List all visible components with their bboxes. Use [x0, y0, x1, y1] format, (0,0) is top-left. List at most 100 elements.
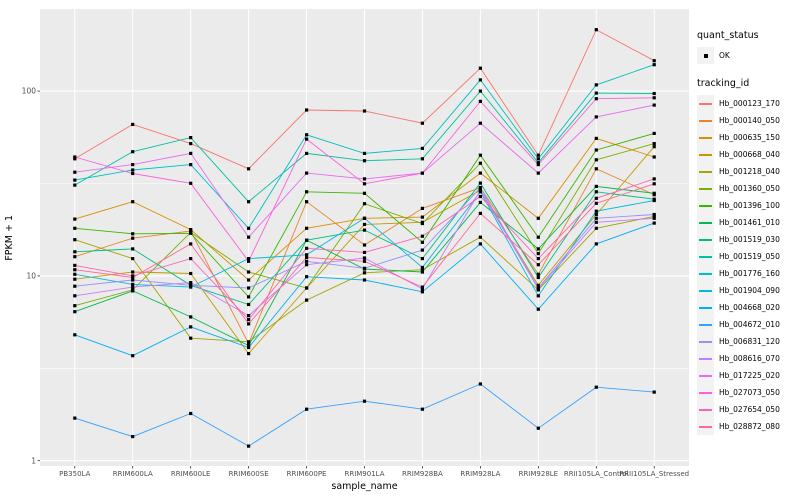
legend-entry: Hb_000668_040 [697, 146, 799, 163]
data-point [362, 250, 367, 254]
data-point [420, 146, 424, 150]
series-color-line-icon [699, 205, 712, 207]
data-point [652, 198, 656, 203]
data-point [305, 226, 309, 230]
series-color-line-icon [699, 324, 712, 326]
legend-entry-label: Hb_027073_050 [719, 388, 780, 397]
data-point [536, 153, 540, 157]
legend-entry-label: Hb_028872_080 [719, 422, 780, 431]
legend-key [697, 299, 714, 316]
data-point [362, 159, 367, 163]
data-point [594, 220, 598, 224]
data-point [652, 155, 656, 159]
data-point [594, 226, 598, 230]
data-point [247, 226, 251, 230]
data-point [247, 444, 251, 448]
data-point [594, 184, 598, 188]
data-point [247, 314, 251, 318]
data-point [73, 170, 77, 174]
legend-entry-label: Hb_000668_040 [719, 150, 780, 159]
data-point [594, 201, 598, 205]
data-point [305, 133, 309, 137]
series-color-line-icon [699, 120, 712, 122]
x-tick-label: RRIM928LA [460, 470, 500, 478]
data-point [478, 99, 482, 103]
data-point [305, 407, 309, 411]
data-point [420, 221, 424, 226]
data-point [478, 235, 482, 239]
data-point [536, 307, 540, 311]
data-point [652, 191, 656, 195]
legend-key [697, 350, 714, 367]
data-point [189, 242, 193, 246]
legend-key [697, 163, 714, 180]
data-point [478, 161, 482, 165]
data-point [536, 257, 540, 261]
data-point [362, 216, 367, 220]
legend-entry: Hb_027073_050 [697, 384, 799, 401]
data-point [73, 268, 77, 272]
data-point [478, 186, 482, 190]
data-point [362, 151, 367, 155]
legend-entry-label: Hb_006831_120 [719, 337, 780, 346]
data-point [594, 83, 598, 87]
data-point [131, 354, 135, 358]
data-point [189, 181, 193, 185]
legend-entry: Hb_001776_160 [697, 265, 799, 282]
data-point [420, 240, 424, 244]
data-point [594, 148, 598, 152]
data-point [478, 66, 482, 70]
data-point [73, 416, 77, 420]
data-point [305, 259, 309, 263]
data-point [594, 209, 598, 213]
data-point [247, 278, 251, 282]
data-point [247, 235, 251, 239]
data-point [131, 247, 135, 251]
data-point [73, 272, 77, 276]
legend-entry-label: Hb_001519_050 [719, 252, 780, 261]
data-point [362, 271, 367, 275]
data-point [189, 142, 193, 146]
legend-key [697, 95, 714, 112]
data-point [73, 226, 77, 230]
x-tick-label: RRIM600SE [229, 470, 269, 478]
data-point [478, 382, 482, 386]
data-point [305, 238, 309, 242]
data-point [305, 255, 309, 259]
x-tick-label: PB350LA [59, 470, 90, 478]
data-point [594, 97, 598, 101]
data-point [189, 151, 193, 155]
data-point [73, 183, 77, 187]
legend-entry-label: Hb_008616_070 [719, 354, 780, 363]
data-point [420, 407, 424, 411]
data-point [305, 200, 309, 204]
legend-key [697, 367, 714, 384]
data-point [420, 206, 424, 210]
legend-key [697, 333, 714, 350]
data-point [362, 259, 367, 263]
data-point [131, 122, 135, 126]
series-color-line-icon [699, 375, 712, 377]
x-tick-label: RRIM928BA [402, 470, 443, 478]
data-point [536, 163, 540, 167]
data-point [247, 343, 251, 348]
legend-key-ok [697, 47, 714, 64]
legend-key [697, 197, 714, 214]
data-point [652, 63, 656, 67]
data-point [131, 289, 135, 293]
series-color-line-icon [699, 239, 712, 241]
series-color-line-icon [699, 307, 712, 309]
data-point [305, 137, 309, 141]
data-point [189, 285, 193, 289]
data-point [131, 163, 135, 167]
data-point [536, 426, 540, 430]
legend-entry: Hb_004668_020 [697, 299, 799, 316]
data-point [594, 190, 598, 194]
data-point [247, 342, 251, 346]
data-point [652, 131, 656, 135]
data-point [536, 294, 540, 298]
legend-key [697, 282, 714, 299]
data-point [73, 157, 77, 161]
data-point [247, 318, 251, 322]
